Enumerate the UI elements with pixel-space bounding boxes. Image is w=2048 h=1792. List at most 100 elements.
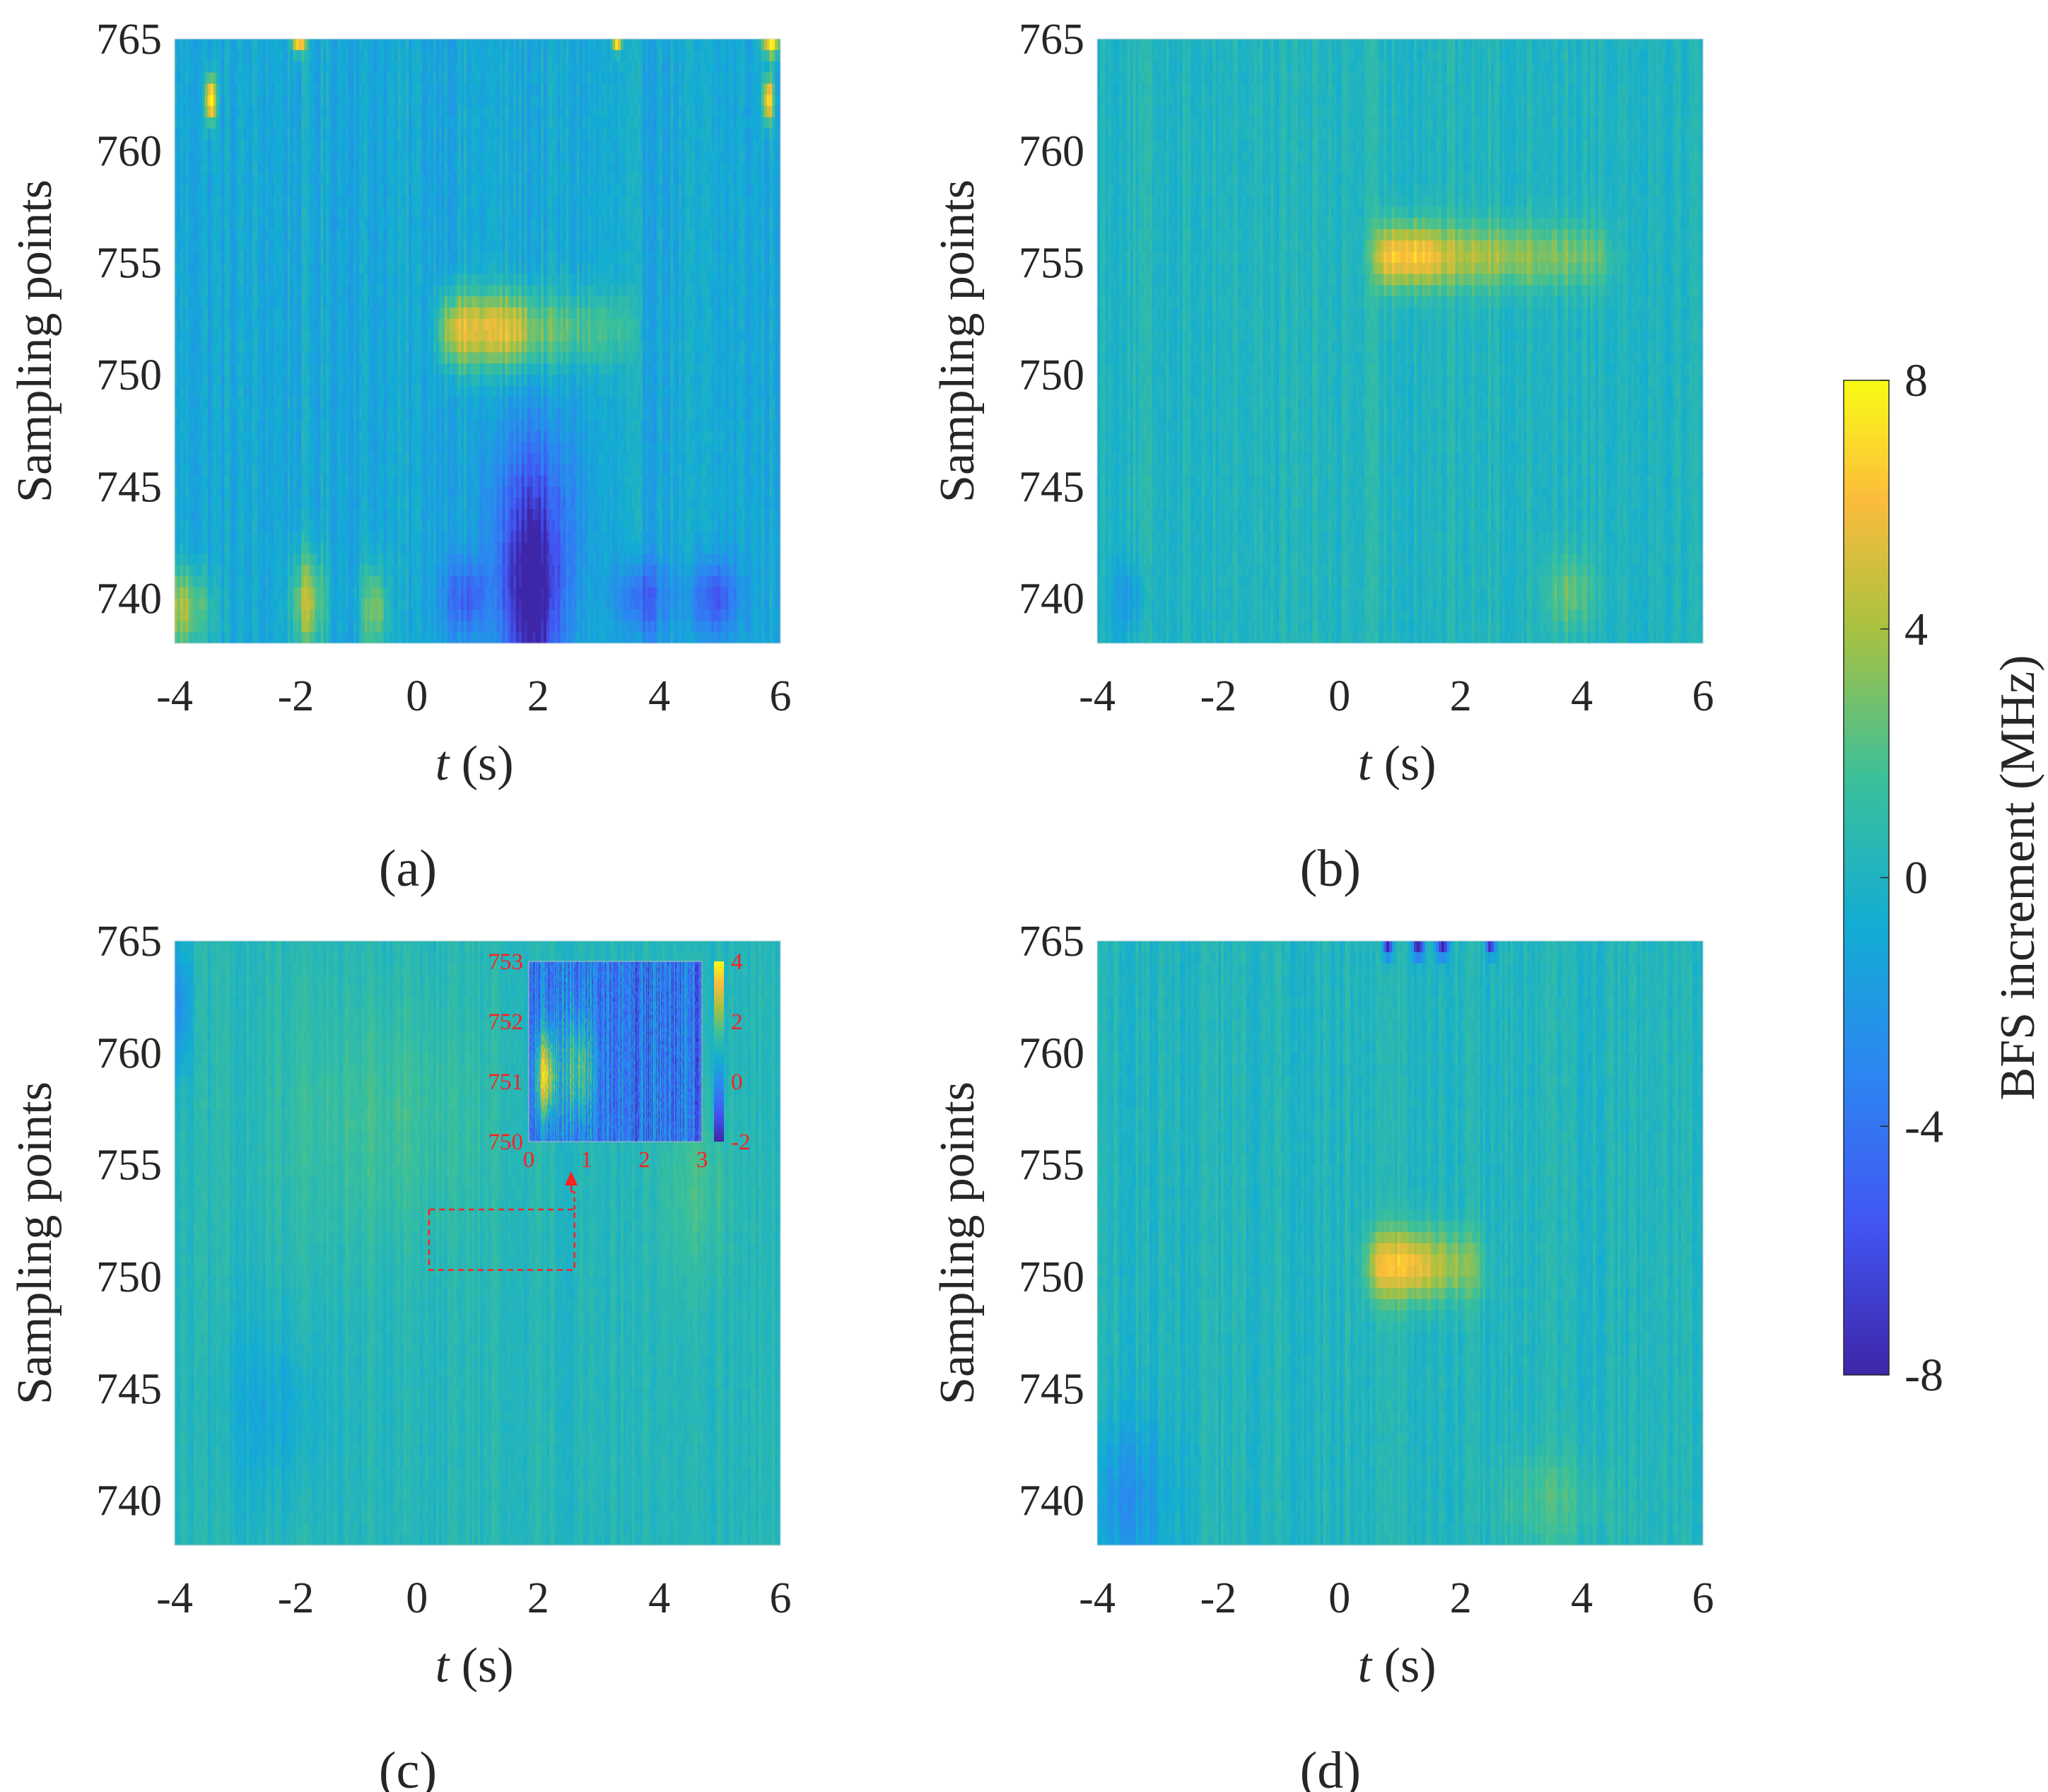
heatmap-cell — [197, 263, 200, 274]
heatmap-cell — [213, 229, 217, 240]
heatmap-cell — [211, 587, 214, 599]
heatmap-cell — [199, 576, 203, 587]
heatmap-cell — [183, 554, 187, 565]
heatmap-cell — [191, 95, 194, 106]
heatmap-cell — [186, 610, 189, 621]
heatmap-cell — [186, 308, 189, 319]
heatmap-cell — [188, 621, 192, 632]
heatmap-cell — [188, 431, 192, 442]
heatmap-cell — [191, 151, 194, 162]
heatmap-cell — [188, 285, 192, 296]
heatmap-cell — [177, 252, 181, 263]
heatmap-cell — [211, 151, 214, 162]
heatmap-cell — [194, 263, 197, 274]
heatmap-cell — [180, 140, 183, 151]
heatmap-cell — [177, 83, 181, 95]
heatmap-cell — [175, 587, 178, 599]
heatmap-cell — [177, 498, 181, 509]
heatmap-cell — [186, 274, 189, 286]
heatmap-cell — [199, 117, 203, 129]
heatmap-cell — [188, 83, 192, 95]
heatmap-cell — [211, 185, 214, 196]
heatmap-cell — [208, 409, 211, 420]
heatmap-cell — [194, 117, 197, 129]
heatmap-cell — [208, 576, 211, 587]
heatmap-cell — [197, 117, 200, 129]
heatmap-cell — [208, 218, 211, 229]
heatmap-cell — [175, 252, 178, 263]
heatmap-cell — [175, 498, 178, 509]
heatmap-cell — [213, 151, 217, 162]
heatmap-cell — [183, 330, 187, 341]
heatmap-cell — [202, 453, 206, 464]
heatmap-cell — [211, 252, 214, 263]
heatmap-cell — [191, 599, 194, 610]
heatmap-cell — [194, 476, 197, 487]
heatmap-cell — [199, 95, 203, 106]
heatmap-cell — [180, 464, 183, 476]
heatmap-cell — [199, 83, 203, 95]
heatmap-cell — [175, 543, 178, 554]
heatmap-cell — [197, 95, 200, 106]
heatmap-cell — [199, 397, 203, 409]
heatmap-cell — [211, 363, 214, 375]
heatmap-cell — [199, 162, 203, 173]
heatmap-cell — [183, 476, 187, 487]
heatmap-cell — [213, 83, 217, 95]
heatmap-cell — [177, 532, 181, 543]
heatmap-cell — [180, 363, 183, 375]
heatmap-cell — [205, 464, 209, 476]
heatmap-cell — [205, 218, 209, 229]
heatmap-cell — [186, 352, 189, 363]
heatmap-cell — [180, 476, 183, 487]
heatmap-cell — [197, 476, 200, 487]
heatmap-cell — [186, 229, 189, 240]
heatmap-cell — [208, 62, 211, 73]
heatmap-cell — [197, 274, 200, 286]
heatmap-cell — [183, 363, 187, 375]
heatmap-cell — [186, 587, 189, 599]
heatmap-cell — [205, 140, 209, 151]
heatmap-cell — [180, 50, 183, 62]
heatmap-cell — [191, 409, 194, 420]
heatmap-cell — [194, 599, 197, 610]
heatmap-cell — [191, 308, 194, 319]
heatmap-cell — [211, 498, 214, 509]
heatmap-cell — [194, 621, 197, 632]
heatmap-cell — [177, 476, 181, 487]
heatmap-cell — [177, 576, 181, 587]
heatmap-cell — [188, 554, 192, 565]
heatmap-cell — [213, 240, 217, 252]
heatmap-cell — [175, 554, 178, 565]
heatmap-cell — [199, 285, 203, 296]
heatmap-cell — [197, 106, 200, 117]
heatmap-cell — [205, 185, 209, 196]
heatmap-cell — [202, 106, 206, 117]
heatmap-cell — [177, 185, 181, 196]
heatmap-cell — [186, 576, 189, 587]
heatmap-cell — [208, 73, 211, 84]
heatmap-cell — [205, 486, 209, 498]
heatmap-cell — [197, 419, 200, 431]
heatmap-cell — [194, 196, 197, 207]
heatmap-cell — [191, 83, 194, 95]
heatmap-cell — [211, 73, 214, 84]
heatmap-cell — [191, 252, 194, 263]
heatmap-cell — [177, 106, 181, 117]
heatmap-cell — [202, 587, 206, 599]
heatmap-cell — [188, 151, 192, 162]
heatmap-cell — [199, 140, 203, 151]
heatmap-cell — [199, 554, 203, 565]
heatmap-cell — [202, 409, 206, 420]
heatmap-cell — [180, 252, 183, 263]
heatmap-cell — [175, 162, 178, 173]
heatmap-cell — [175, 486, 178, 498]
heatmap-cell — [202, 621, 206, 632]
heatmap-cell — [211, 319, 214, 330]
heatmap-cell — [183, 352, 187, 363]
heatmap-cell — [202, 543, 206, 554]
heatmap-cell — [197, 229, 200, 240]
heatmap-cell — [186, 83, 189, 95]
heatmap-cell — [175, 274, 178, 286]
heatmap-cell — [177, 554, 181, 565]
